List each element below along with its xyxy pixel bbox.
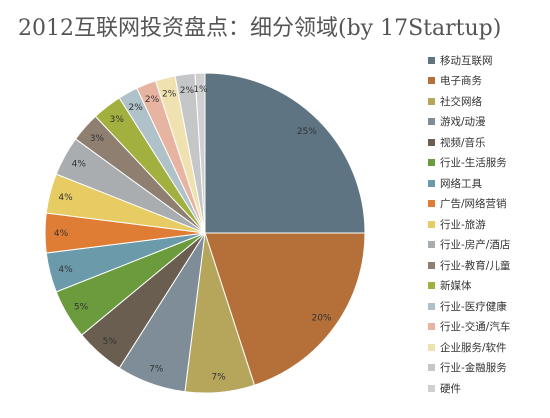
legend-swatch xyxy=(428,138,435,146)
slice-label-7: 4% xyxy=(54,229,69,239)
legend-label: 网络工具 xyxy=(440,177,482,190)
chart-title: 2012互联网投资盘点：细分领域(by 17Startup) xyxy=(18,16,502,41)
slice-label-8: 4% xyxy=(58,193,73,203)
legend-item-16: 硬件 xyxy=(428,378,550,399)
slice-label-6: 4% xyxy=(58,265,73,275)
legend-item-0: 移动互联网 xyxy=(428,50,550,71)
legend-label: 广告/网络营销 xyxy=(440,198,507,211)
slice-label-0: 25% xyxy=(297,127,317,137)
legend-item-14: 企业服务/软件 xyxy=(428,337,550,358)
legend-item-9: 行业-房产/酒店 xyxy=(428,235,550,256)
legend-swatch xyxy=(428,282,435,290)
legend-label: 游戏/动漫 xyxy=(440,116,486,129)
legend-swatch xyxy=(428,220,435,228)
slice-label-15: 2% xyxy=(180,86,195,96)
legend-swatch xyxy=(428,261,435,269)
legend-item-7: 广告/网络营销 xyxy=(428,194,550,215)
legend-label: 行业-医疗健康 xyxy=(440,300,507,313)
legend-item-6: 网络工具 xyxy=(428,173,550,194)
slice-label-1: 20% xyxy=(311,314,331,324)
legend-label: 行业-生活服务 xyxy=(440,157,507,170)
chart-legend: 移动互联网电子商务社交网络游戏/动漫视频/音乐行业-生活服务 网络工具广告/网络营… xyxy=(428,50,550,399)
pie-slice-16 xyxy=(194,72,206,234)
slice-label-10: 3% xyxy=(90,134,105,144)
legend-label: 视频/音乐 xyxy=(440,136,486,149)
slice-label-13: 2% xyxy=(145,95,160,105)
legend-label: 企业服务/软件 xyxy=(440,341,507,354)
slice-label-12: 2% xyxy=(128,103,143,113)
slice-label-11: 3% xyxy=(110,115,125,125)
legend-swatch xyxy=(428,343,435,351)
pie-slice-1 xyxy=(204,232,366,386)
legend-label: 行业-交通/汽车 xyxy=(440,321,511,334)
legend-swatch xyxy=(428,179,435,187)
legend-item-4: 视频/音乐 xyxy=(428,132,550,153)
legend-swatch xyxy=(428,241,435,249)
legend-label: 硬件 xyxy=(440,382,461,395)
legend-item-8: 行业-旅游 xyxy=(428,214,550,235)
legend-item-5: 行业-生活服务 xyxy=(428,153,550,174)
legend-item-15: 行业-金融服务 xyxy=(428,358,550,379)
slice-label-9: 4% xyxy=(72,160,87,170)
legend-item-13: 行业-交通/汽车 xyxy=(428,317,550,338)
legend-swatch xyxy=(428,323,435,331)
legend-swatch xyxy=(428,118,435,126)
legend-swatch xyxy=(428,384,435,392)
slice-label-2: 7% xyxy=(211,372,226,382)
legend-item-1: 电子商务 xyxy=(428,71,550,92)
legend-label: 电子商务 xyxy=(440,75,482,88)
legend-item-11: 新媒体 xyxy=(428,276,550,297)
legend-swatch xyxy=(428,364,435,372)
slice-label-14: 2% xyxy=(162,90,177,100)
legend-label: 行业-旅游 xyxy=(440,218,486,231)
legend-label: 行业-金融服务 xyxy=(440,362,507,375)
slice-label-16: 1% xyxy=(193,85,208,95)
legend-swatch xyxy=(428,56,435,64)
legend-item-2: 社交网络 xyxy=(428,91,550,112)
legend-item-12: 行业-医疗健康 xyxy=(428,296,550,317)
slice-label-5: 5% xyxy=(74,302,89,312)
legend-swatch xyxy=(428,159,435,167)
legend-swatch xyxy=(428,77,435,85)
legend-swatch xyxy=(428,200,435,208)
pie-chart: 25%20%7%7%5%5%4%4%4%4%3%3%2%2%2% 2% 1% xyxy=(44,72,366,394)
legend-swatch xyxy=(428,302,435,310)
legend-label: 行业-房产/酒店 xyxy=(440,239,511,252)
slice-label-3: 7% xyxy=(149,364,164,374)
legend-swatch xyxy=(428,97,435,105)
legend-label: 移动互联网 xyxy=(440,54,493,67)
legend-item-10: 行业-教育/儿童 xyxy=(428,255,550,276)
slice-label-4: 5% xyxy=(103,337,118,347)
legend-label: 社交网络 xyxy=(440,95,482,108)
legend-label: 新媒体 xyxy=(440,280,472,293)
pie-slice-0 xyxy=(204,72,366,234)
legend-item-3: 游戏/动漫 xyxy=(428,112,550,133)
legend-label: 行业-教育/儿童 xyxy=(440,259,511,272)
